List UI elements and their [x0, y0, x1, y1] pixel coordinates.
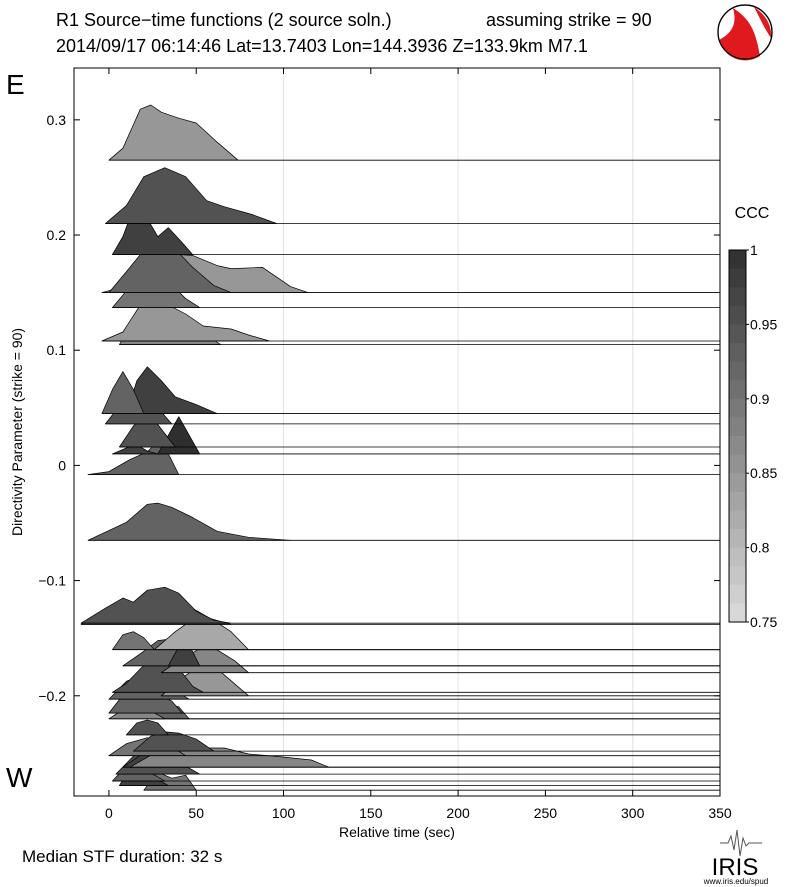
y-tick-label: 0.3 [47, 112, 67, 128]
east-label: E [6, 69, 25, 100]
colorbar-step [729, 491, 746, 511]
colorbar-step [729, 361, 746, 381]
strike-note: assuming strike = 90 [486, 10, 652, 30]
stf-traces [80, 104, 720, 791]
stf-area [105, 167, 277, 224]
iris-logo-text: IRIS [712, 854, 759, 881]
colorbar-tick-label: 1 [750, 242, 758, 258]
colorbar-step [729, 454, 746, 474]
ccc-colorbar: 1 0.95 0.9 0.85 0.8 0.75 [728, 242, 777, 630]
x-tick-label: 50 [188, 805, 204, 821]
plot-frame [73, 67, 721, 797]
stf-trace [133, 731, 720, 752]
y-tick-label: −0.1 [38, 573, 66, 589]
y-tick-label: 0 [58, 457, 66, 473]
x-axis: 0 50 100 150 200 250 300 350 [105, 68, 732, 821]
colorbar-step [729, 436, 746, 456]
colorbar-step [729, 343, 746, 363]
west-label: W [6, 762, 33, 793]
stf-trace [101, 301, 720, 342]
x-tick-label: 250 [534, 805, 558, 821]
stf-trace [108, 237, 720, 294]
stf-trace [105, 167, 720, 224]
stf-trace [112, 444, 720, 455]
stf-area [87, 502, 291, 541]
y-axis-label: Directivity Parameter (strike = 90) [9, 328, 25, 536]
y-axis: 0.3 0.2 0.1 0 −0.1 −0.2 [38, 112, 720, 704]
colorbar-step [729, 417, 746, 437]
colorbar-step [729, 473, 746, 493]
colorbar-frame [728, 249, 747, 623]
colorbar-step [729, 529, 746, 549]
colorbar-title: CCC [735, 205, 770, 222]
colorbar-step [729, 287, 746, 307]
colorbar-step [729, 250, 746, 270]
colorbar-step [729, 324, 746, 344]
stf-area [108, 104, 239, 161]
colorbar-tick-label: 0.9 [750, 391, 770, 407]
beachball-icon [717, 4, 773, 61]
x-axis-label: Relative time (sec) [339, 824, 455, 840]
x-gridlines [283, 68, 634, 796]
colorbar-step [729, 380, 746, 400]
stf-trace [108, 104, 720, 161]
stf-trace [112, 631, 720, 651]
stf-trace [126, 719, 720, 736]
stf-trace [87, 502, 720, 541]
median-duration: Median STF duration: 32 s [22, 847, 222, 866]
y-tick-label: 0.2 [47, 227, 67, 243]
chart-title: R1 Source−time functions (2 source soln.… [56, 10, 392, 30]
colorbar-step [729, 547, 746, 567]
x-tick-label: 300 [621, 805, 645, 821]
stf-area [126, 366, 218, 414]
colorbar-step [729, 268, 746, 288]
stf-trace [101, 371, 720, 415]
colorbar-step [729, 566, 746, 586]
colorbar-tick-label: 0.8 [750, 540, 770, 556]
x-tick-label: 150 [359, 805, 383, 821]
x-tick-label: 0 [105, 805, 113, 821]
iris-logo: IRIS www.iris.edu/spud [703, 829, 768, 886]
x-tick-label: 200 [446, 805, 470, 821]
colorbar-step [729, 603, 746, 623]
colorbar-step [729, 398, 746, 418]
event-info: 2014/09/17 06:14:46 Lat=13.7403 Lon=144.… [56, 36, 588, 56]
colorbar-tick-label: 0.85 [750, 465, 777, 481]
stf-area [101, 301, 270, 342]
colorbar-step [729, 510, 746, 530]
iris-url: www.iris.edu/spud [703, 877, 768, 886]
colorbar-step [729, 305, 746, 325]
y-tick-label: −0.2 [38, 688, 66, 704]
x-tick-label: 100 [272, 805, 296, 821]
y-tick-label: 0.1 [47, 342, 67, 358]
colorbar-tick-label: 0.75 [750, 614, 777, 630]
colorbar-tick-label: 0.95 [750, 316, 777, 332]
stf-area [80, 586, 232, 624]
colorbar-step [729, 584, 746, 604]
stf-area [108, 237, 232, 293]
stf-trace [80, 586, 720, 624]
x-tick-label: 350 [708, 805, 732, 821]
